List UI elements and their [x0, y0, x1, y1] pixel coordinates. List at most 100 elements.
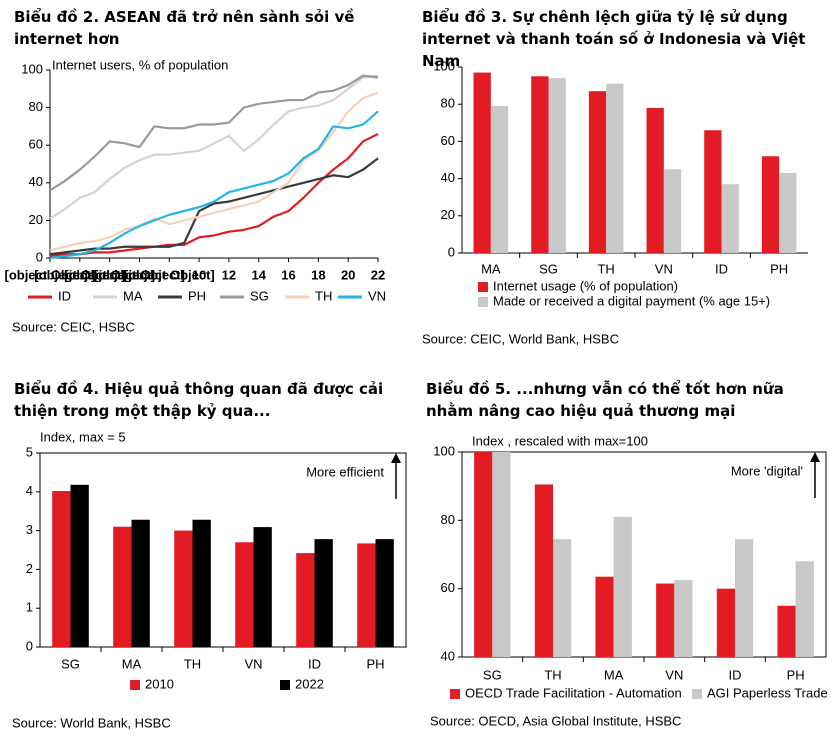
legend-label: TH — [315, 288, 332, 303]
bar — [174, 530, 193, 647]
y-tick-label: 40 — [441, 648, 455, 663]
x-tick-label: 22 — [371, 267, 385, 282]
x-tick-label: SG — [483, 667, 502, 682]
y-tick-label: 80 — [441, 512, 455, 527]
bar — [735, 539, 754, 657]
bar — [296, 553, 315, 647]
source: Source: OECD, Asia Global Institute, HSB… — [430, 713, 681, 728]
x-tick-label: [object Object] — [64, 267, 155, 282]
bar — [534, 484, 553, 657]
y-tick-label: 0 — [36, 249, 43, 264]
x-tick-label: ID — [715, 261, 728, 276]
x-tick-label: MA — [604, 667, 624, 682]
y-tick-label: 100 — [433, 58, 455, 73]
bar — [761, 156, 780, 253]
bar — [606, 83, 624, 254]
bar — [548, 78, 566, 253]
x-tick-label: [object Object] — [34, 267, 125, 282]
x-tick-label: TH — [597, 261, 614, 276]
y-tick-label: 100 — [433, 443, 455, 458]
x-tick-label: MA — [122, 656, 142, 671]
line-series — [49, 157, 379, 256]
y-tick-label: 4 — [26, 483, 33, 498]
legend-swatch — [478, 297, 488, 307]
y-tick-label: 1 — [26, 600, 33, 615]
annotation-arrowhead — [810, 452, 820, 462]
bar — [779, 173, 797, 253]
y-tick-label: 3 — [26, 522, 33, 537]
bar — [553, 539, 572, 657]
y-tick-label: 40 — [441, 170, 455, 185]
bar — [663, 169, 682, 253]
bar — [777, 605, 796, 657]
legend-label: AGI Paperless Trade — [707, 685, 828, 700]
x-tick-label: 20 — [341, 267, 355, 282]
line-series — [49, 74, 379, 192]
bar — [235, 542, 254, 647]
y-tick-label: 60 — [441, 580, 455, 595]
y-tick-label: 20 — [29, 212, 43, 227]
x-tick-label: VN — [665, 667, 683, 682]
line-series — [49, 91, 379, 252]
x-tick-label: TH — [184, 656, 201, 671]
bar — [490, 106, 509, 253]
legend-label: VN — [368, 288, 386, 303]
x-tick-label: ID — [308, 656, 321, 671]
bar — [656, 583, 675, 657]
x-tick-label: PH — [787, 667, 805, 682]
bar — [131, 519, 150, 647]
y-tick-label: 5 — [26, 444, 33, 459]
legend-label: 2022 — [295, 676, 324, 691]
x-tick-label: 10 — [192, 267, 206, 282]
y-axis-label: Index , rescaled with max=100 — [472, 433, 648, 448]
source: Source: CEIC, World Bank, HSBC — [422, 331, 619, 346]
y-tick-label: 80 — [29, 99, 43, 114]
x-tick-label: VN — [655, 261, 673, 276]
bar — [646, 107, 664, 253]
y-tick-label: 80 — [441, 96, 455, 111]
x-tick-label: [object Object] — [94, 267, 185, 282]
bar — [357, 543, 376, 647]
x-tick-label: PH — [366, 656, 384, 671]
source: Source: CEIC, HSBC — [12, 319, 135, 334]
legend-label: MA — [123, 288, 143, 303]
bar — [595, 576, 614, 657]
y-axis-label: Internet users, % of population — [52, 57, 228, 72]
x-tick-label: MA — [481, 261, 501, 276]
legend-label: SG — [250, 288, 269, 303]
y-tick-label: 40 — [29, 174, 43, 189]
x-tick-label: [object Object] — [124, 267, 215, 282]
chart-title: Biểu đồ 5. ...nhưng vẫn có thể tốt hơn n… — [426, 380, 784, 420]
y-tick-label: 100 — [21, 61, 43, 76]
bar — [716, 588, 735, 657]
bar — [704, 130, 722, 253]
y-tick-label: 2 — [26, 561, 33, 576]
legend-label: Made or received a digital payment (% ag… — [493, 293, 770, 308]
bar — [314, 539, 333, 647]
y-tick-label: 0 — [448, 244, 455, 259]
bar — [192, 519, 211, 647]
legend-label: 2010 — [145, 676, 174, 691]
bar — [473, 72, 491, 253]
line-series — [49, 110, 379, 260]
x-tick-label: VN — [244, 656, 262, 671]
y-tick-label: 60 — [29, 137, 43, 152]
legend-swatch — [692, 689, 702, 699]
x-tick-label: SG — [539, 261, 558, 276]
bar — [531, 76, 549, 253]
legend-label: OECD Trade Facilitation - Automation — [465, 685, 682, 700]
bar — [588, 91, 607, 254]
bar — [795, 561, 814, 657]
y-tick-label: 20 — [441, 207, 455, 222]
chart-title: Biểu đồ 2. ASEAN đã trở nên sành sỏi về … — [14, 8, 355, 48]
bar — [52, 491, 71, 647]
legend-swatch — [280, 680, 290, 690]
bar — [613, 516, 632, 657]
x-tick-label: 12 — [222, 267, 236, 282]
bar — [70, 484, 89, 647]
source: Source: World Bank, HSBC — [12, 715, 171, 730]
y-tick-label: 0 — [26, 638, 33, 653]
x-tick-label: 18 — [311, 267, 325, 282]
